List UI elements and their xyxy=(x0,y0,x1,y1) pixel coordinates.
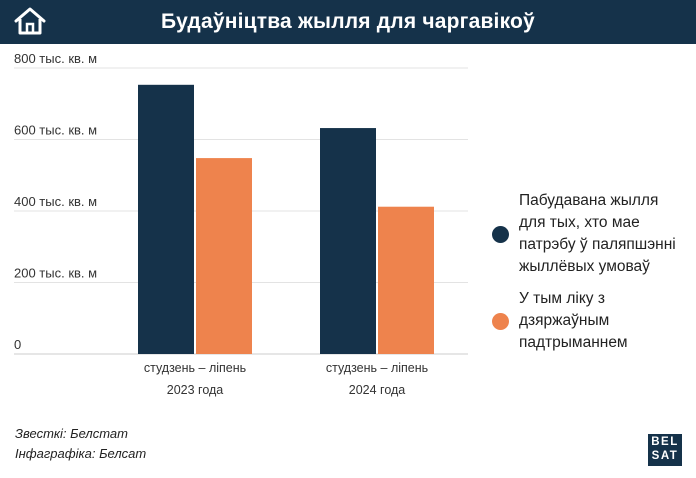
y-tick-label-800: 800 тыс. кв. м xyxy=(14,51,97,66)
legend-item-total: Пабудавана жылля для тых, хто мае патрэб… xyxy=(492,190,692,280)
page-title: Будаўніцтва жылля для чаргавікоў xyxy=(161,10,535,33)
y-tick-label-600: 600 тыс. кв. м xyxy=(14,123,97,138)
home-icon[interactable] xyxy=(13,6,47,36)
bar-chart: 0 200 тыс. кв. м 400 тыс. кв. м 600 тыс. кв… xyxy=(14,51,468,397)
y-tick-label-200: 200 тыс. кв. м xyxy=(14,266,97,281)
bar-series1-cat0 xyxy=(196,158,252,354)
legend-label-state-support: У тым ліку з дзяржаўным падтрыманнем xyxy=(519,290,628,351)
y-tick-label-400: 400 тыс. кв. м xyxy=(14,194,97,209)
source-credit: Звесткі: Белстат xyxy=(15,426,128,441)
x-category-label-1-line0: студзень – ліпень xyxy=(326,361,428,375)
infographic-credit: Інфаграфіка: Белсат xyxy=(15,446,147,461)
bar-series0-cat0 xyxy=(138,84,194,355)
bar-series1-cat1 xyxy=(378,206,434,354)
legend-marker-state-support xyxy=(492,313,509,330)
x-category-label-1-line1: 2024 года xyxy=(349,383,406,397)
y-tick-label-0: 0 xyxy=(14,337,21,352)
footer-credits: Звесткі: Белстат Інфаграфіка: Белсат xyxy=(15,424,146,464)
x-category-label-0-line0: студзень – ліпень xyxy=(144,361,246,375)
legend-label-total: Пабудавана жылля для тых, хто мае патрэб… xyxy=(519,192,676,275)
x-category-label-0-line1: 2023 года xyxy=(167,383,224,397)
header-bar: Будаўніцтва жылля для чаргавікоў xyxy=(0,0,696,44)
legend-item-state-support: У тым ліку з дзяржаўным падтрыманнем xyxy=(492,288,692,356)
legend-marker-total xyxy=(492,226,509,243)
belsat-logo: BEL SAT xyxy=(648,434,682,466)
bar-series0-cat1 xyxy=(320,128,376,354)
